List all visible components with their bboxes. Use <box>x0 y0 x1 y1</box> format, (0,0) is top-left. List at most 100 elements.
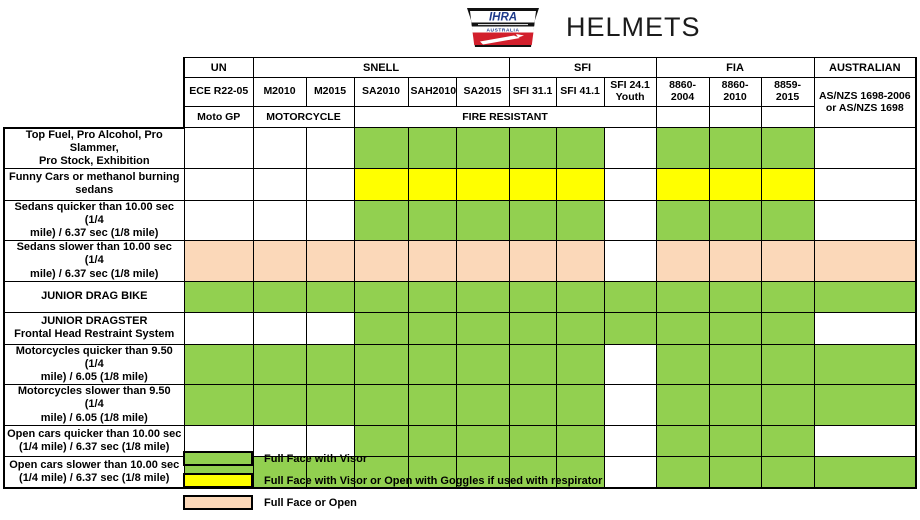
matrix-cell-white <box>183 168 254 201</box>
logo-australia-text: AUSTRALIA <box>486 27 519 33</box>
matrix-cell-white <box>603 240 657 282</box>
standard-header-8860-2010: 8860-2010 <box>708 77 762 107</box>
matrix-cell-green <box>603 312 657 345</box>
matrix-cell-peach <box>183 240 254 282</box>
matrix-cell-green <box>252 343 307 386</box>
matrix-cell-green <box>508 126 557 170</box>
matrix-cell-peach <box>813 240 918 282</box>
legend-swatch-yellow <box>183 473 253 488</box>
matrix-cell-white <box>603 424 657 458</box>
matrix-cell-green <box>603 280 657 314</box>
page-title: HELMETS <box>566 12 701 42</box>
matrix-cell-white <box>252 126 307 170</box>
standard-header-8860-2004: 8860-2004 <box>655 77 710 107</box>
row-label: Motorcycles slower than 9.50 (1/4 mile) … <box>3 384 185 426</box>
matrix-cell-green <box>760 280 815 314</box>
legend: Full Face with Visor Full Face with Visor… <box>183 451 602 517</box>
matrix-cell-green <box>252 456 307 490</box>
matrix-cell-green <box>655 424 710 458</box>
matrix-cell-yellow <box>353 168 409 201</box>
matrix-cell-yellow <box>760 168 815 201</box>
matrix-cell-green <box>760 384 815 426</box>
matrix-cell-green <box>508 280 557 314</box>
matrix-cell-white <box>305 424 355 458</box>
standard-header-m2010: M2010 <box>252 77 307 107</box>
legend-swatch-peach <box>183 495 253 510</box>
matrix-cell-white <box>603 343 657 386</box>
standard-header-ece-r22-05: ECE R22-05 <box>183 77 254 107</box>
matrix-cell-green <box>508 343 557 386</box>
matrix-cell-yellow <box>508 168 557 201</box>
matrix-cell-white <box>813 168 918 201</box>
legend-label: Full Face with Visor <box>264 452 368 465</box>
matrix-cell-yellow <box>655 168 710 201</box>
table-row: Motorcycles slower than 9.50 (1/4 mile) … <box>3 384 918 426</box>
standard-header-sah2010: SAH2010 <box>407 77 457 107</box>
logo-swoosh-tip <box>516 34 524 38</box>
matrix-cell-green <box>455 384 510 426</box>
matrix-cell-green <box>353 280 409 314</box>
matrix-cell-yellow <box>407 168 457 201</box>
matrix-cell-green <box>760 199 815 242</box>
table-row: JUNIOR DRAGSTER Frontal Head Restraint S… <box>3 312 918 345</box>
matrix-cell-green <box>555 126 605 170</box>
matrix-cell-green <box>555 312 605 345</box>
table-row: Open cars quicker than 10.00 sec (1/4 mi… <box>3 424 918 458</box>
matrix-cell-green <box>708 126 762 170</box>
matrix-cell-peach <box>252 240 307 282</box>
legend-label: Full Face with Visor or Open with Goggle… <box>264 474 603 487</box>
matrix-cell-white <box>252 199 307 242</box>
matrix-cell-white <box>813 126 918 170</box>
subheader-empty <box>655 106 710 128</box>
matrix-cell-green <box>508 312 557 345</box>
matrix-cell-white <box>813 199 918 242</box>
matrix-cell-green <box>760 126 815 170</box>
matrix-cell-white <box>252 168 307 201</box>
matrix-cell-green <box>252 280 307 314</box>
matrix-cell-green <box>407 456 457 490</box>
standard-header-8859-2015: 8859-2015 <box>760 77 815 107</box>
header-row-groups: UN SNELL SFI FIA AUSTRALIAN <box>4 57 918 78</box>
table-row: Sedans quicker than 10.00 sec (1/4 mile)… <box>3 199 918 242</box>
table-body: Top Fuel, Pro Alcohol, Pro Slammer, Pro … <box>3 126 918 490</box>
matrix-cell-green <box>760 456 815 490</box>
matrix-cell-green <box>813 280 918 314</box>
matrix-cell-yellow <box>708 168 762 201</box>
matrix-cell-green <box>305 343 355 386</box>
matrix-cell-green <box>555 456 605 490</box>
matrix-cell-white <box>603 384 657 426</box>
legend-row-yellow: Full Face with Visor or Open with Goggle… <box>183 473 602 488</box>
matrix-cell-green <box>708 199 762 242</box>
matrix-cell-green <box>708 280 762 314</box>
matrix-cell-green <box>555 280 605 314</box>
matrix-cell-green <box>455 312 510 345</box>
matrix-cell-green <box>183 343 254 386</box>
logo-swoosh <box>480 35 520 45</box>
subheader-empty <box>708 106 762 128</box>
header-row-subheaders: Moto GP MOTORCYCLE FIRE RESISTANT <box>4 106 916 128</box>
matrix-cell-white <box>603 168 657 201</box>
matrix-cell-green <box>305 384 355 426</box>
matrix-cell-green <box>508 424 557 458</box>
legend-label: Full Face or Open <box>264 496 357 509</box>
standard-header-sa2010: SA2010 <box>353 77 409 107</box>
group-header-australian: AUSTRALIAN <box>813 57 918 78</box>
matrix-cell-green <box>407 126 457 170</box>
matrix-cell-yellow <box>455 168 510 201</box>
matrix-cell-green <box>252 384 307 426</box>
matrix-cell-green <box>455 199 510 242</box>
header-row-standards: ECE R22-05 M2010 M2015 SA2010 SAH2010 SA2015 S… <box>4 77 918 128</box>
matrix-cell-peach <box>508 240 557 282</box>
matrix-cell-peach <box>760 240 815 282</box>
matrix-cell-green <box>555 424 605 458</box>
matrix-cell-white <box>813 424 918 458</box>
matrix-cell-green <box>353 384 409 426</box>
logo-ihra-text: IHRA <box>489 12 517 24</box>
matrix-cell-green <box>813 456 918 490</box>
standard-header-m2015: M2015 <box>305 77 355 107</box>
matrix-cell-green <box>305 280 355 314</box>
matrix-cell-green <box>655 199 710 242</box>
matrix-cell-green <box>708 456 762 490</box>
matrix-cell-white <box>813 312 918 345</box>
